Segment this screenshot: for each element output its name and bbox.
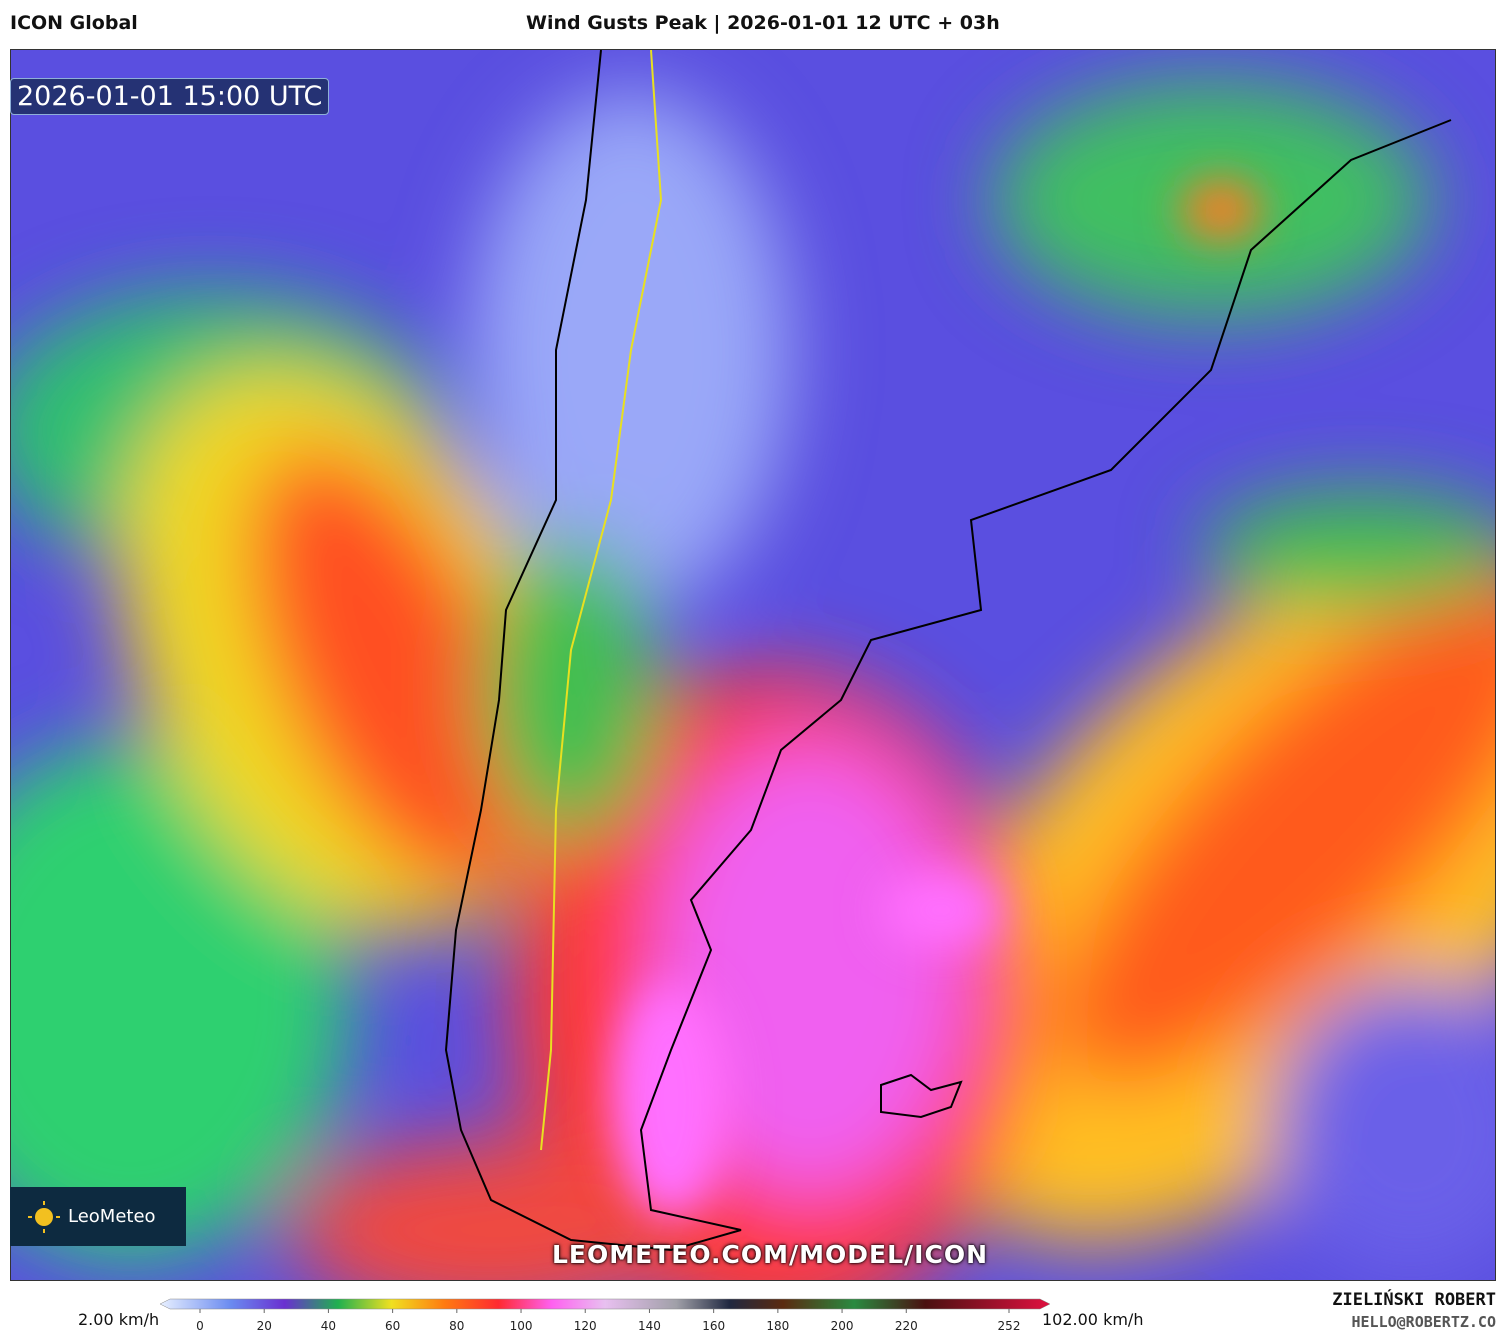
author-email: HELLO@ROBERTZ.CO	[1351, 1313, 1497, 1331]
logo: LeoMeteo	[10, 1187, 186, 1246]
colorbar-tick-label: 80	[449, 1319, 464, 1333]
colorbar-tick-label: 180	[766, 1319, 789, 1333]
colorbar-tick-label: 20	[257, 1319, 272, 1333]
colorbar-tick-label: 220	[895, 1319, 918, 1333]
colorbar-tick-label: 120	[574, 1319, 597, 1333]
colorbar-tick-label: 140	[638, 1319, 661, 1333]
map-title: Wind Gusts Peak | 2026-01-01 12 UTC + 03…	[526, 12, 1000, 34]
colorbar-tick-label: 160	[702, 1319, 725, 1333]
colorbar-tick-label: 252	[998, 1319, 1021, 1333]
logo-icon	[28, 1200, 60, 1233]
wind-map	[10, 49, 1496, 1281]
author-name: ZIELIŃSKI ROBERT	[1332, 1290, 1496, 1310]
colorbar-tick-label: 0	[196, 1319, 204, 1333]
colorbar-tick-label: 200	[831, 1319, 854, 1333]
map-field	[11, 50, 1495, 1280]
timestamp: 2026-01-01 15:00 UTC	[10, 78, 330, 115]
watermark: LEOMETEO.COM/MODEL/ICON	[552, 1240, 989, 1269]
colorbar-max: 102.00 km/h	[1042, 1310, 1144, 1329]
colorbar: 0 20 40 60 80 100 120 140 160 180 200 220 252	[159, 1298, 1051, 1333]
logo-text: LeoMeteo	[68, 1206, 156, 1227]
colorbar-tick-label: 40	[321, 1319, 336, 1333]
model-name: ICON Global	[10, 12, 138, 34]
colorbar-tick-label: 100	[510, 1319, 533, 1333]
colorbar-min: 2.00 km/h	[78, 1310, 160, 1329]
colorbar-tick-label: 60	[385, 1319, 400, 1333]
